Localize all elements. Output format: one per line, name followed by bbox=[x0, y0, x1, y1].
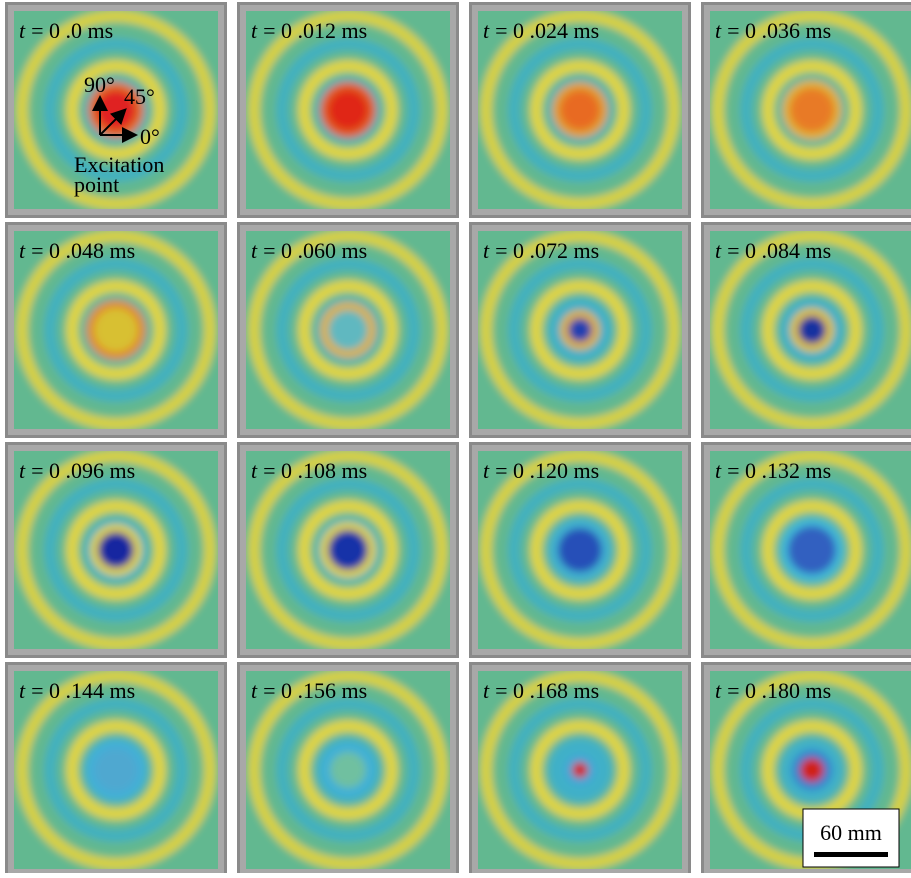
panel: t = 0 .096 ms bbox=[5, 442, 227, 658]
panel-label: t = 0 .0 ms bbox=[19, 18, 113, 43]
panel: t = 0 .084 ms bbox=[701, 222, 911, 438]
excitation-label: point bbox=[74, 172, 119, 197]
time-value: = 0 .084 ms bbox=[727, 238, 831, 263]
panel-label: t = 0 .036 ms bbox=[715, 18, 831, 43]
scale-label: 60 mm bbox=[820, 820, 882, 845]
wave-field bbox=[710, 451, 911, 649]
wave-field bbox=[246, 231, 450, 429]
time-value: = 0 .180 ms bbox=[727, 678, 831, 703]
time-variable: t bbox=[715, 18, 722, 43]
time-variable: t bbox=[251, 678, 258, 703]
scale-bar: 60 mm bbox=[802, 808, 900, 868]
wave-field bbox=[478, 671, 682, 869]
wave-field bbox=[478, 231, 682, 429]
wave-field bbox=[14, 451, 218, 649]
panel-label: t = 0 .120 ms bbox=[483, 458, 599, 483]
panel: t = 0 .156 ms bbox=[237, 662, 459, 878]
time-variable: t bbox=[251, 238, 258, 263]
panel: t = 0 .024 ms bbox=[469, 2, 691, 218]
wave-field bbox=[710, 11, 911, 209]
time-variable: t bbox=[715, 458, 722, 483]
panel: t = 0 .132 ms bbox=[701, 442, 911, 658]
panel: t = 0 .048 ms bbox=[5, 222, 227, 438]
scale-line bbox=[814, 852, 888, 857]
time-variable: t bbox=[483, 18, 490, 43]
time-value: = 0 .024 ms bbox=[495, 18, 599, 43]
panel-label: t = 0 .096 ms bbox=[19, 458, 135, 483]
time-variable: t bbox=[251, 458, 258, 483]
time-value: = 0 .036 ms bbox=[727, 18, 831, 43]
angle-label: 45° bbox=[124, 84, 155, 109]
time-value: = 0 .060 ms bbox=[263, 238, 367, 263]
scale-box bbox=[802, 808, 900, 868]
arrow-45 bbox=[99, 108, 127, 136]
time-variable: t bbox=[715, 238, 722, 263]
panel-label: t = 0 .024 ms bbox=[483, 18, 599, 43]
time-value: = 0 .108 ms bbox=[263, 458, 367, 483]
time-variable: t bbox=[251, 18, 258, 43]
excitation-label: Excitation bbox=[74, 152, 164, 177]
wave-field bbox=[478, 11, 682, 209]
panel: t = 0 .144 ms bbox=[5, 662, 227, 878]
panel-label: t = 0 .156 ms bbox=[251, 678, 367, 703]
time-value: = 0 .156 ms bbox=[263, 678, 367, 703]
panel: t = 0 .036 ms bbox=[701, 2, 911, 218]
panel-label: t = 0 .060 ms bbox=[251, 238, 367, 263]
time-value: = 0 .120 ms bbox=[495, 458, 599, 483]
time-variable: t bbox=[19, 18, 26, 43]
wave-field bbox=[14, 671, 218, 869]
panel-label: t = 0 .108 ms bbox=[251, 458, 367, 483]
panel-label: t = 0 .084 ms bbox=[715, 238, 831, 263]
panel-label: t = 0 .144 ms bbox=[19, 678, 135, 703]
panel: t = 0 .108 ms bbox=[237, 442, 459, 658]
panel: t = 0 .168 ms bbox=[469, 662, 691, 878]
panel-label: t = 0 .072 ms bbox=[483, 238, 599, 263]
angle-label: 0° bbox=[140, 124, 160, 149]
panel-label: t = 0 .048 ms bbox=[19, 238, 135, 263]
time-variable: t bbox=[483, 678, 490, 703]
time-value: = 0 .0 ms bbox=[31, 18, 113, 43]
panel-label: t = 0 .180 ms bbox=[715, 678, 831, 703]
time-value: = 0 .144 ms bbox=[31, 678, 135, 703]
panel: t = 0 .072 ms bbox=[469, 222, 691, 438]
wave-field bbox=[246, 671, 450, 869]
wave-field bbox=[710, 671, 911, 869]
angle-label: 90° bbox=[84, 72, 115, 97]
time-value: = 0 .048 ms bbox=[31, 238, 135, 263]
time-variable: t bbox=[483, 238, 490, 263]
time-variable: t bbox=[19, 458, 26, 483]
time-value: = 0 .168 ms bbox=[495, 678, 599, 703]
panel: t = 0 .060 ms bbox=[237, 222, 459, 438]
time-variable: t bbox=[483, 458, 490, 483]
time-value: = 0 .096 ms bbox=[31, 458, 135, 483]
panel: t = 0 .012 ms bbox=[237, 2, 459, 218]
wave-field bbox=[246, 451, 450, 649]
wave-field bbox=[246, 11, 450, 209]
wave-field bbox=[478, 451, 682, 649]
time-variable: t bbox=[19, 238, 26, 263]
panel: t = 0 .120 ms bbox=[469, 442, 691, 658]
panel-label: t = 0 .132 ms bbox=[715, 458, 831, 483]
panel-label: t = 0 .168 ms bbox=[483, 678, 599, 703]
panel-label: t = 0 .012 ms bbox=[251, 18, 367, 43]
time-value: = 0 .012 ms bbox=[263, 18, 367, 43]
wave-field bbox=[710, 231, 911, 429]
time-value: = 0 .132 ms bbox=[727, 458, 831, 483]
time-variable: t bbox=[715, 678, 722, 703]
wave-field bbox=[14, 231, 218, 429]
time-variable: t bbox=[19, 678, 26, 703]
time-value: = 0 .072 ms bbox=[495, 238, 599, 263]
